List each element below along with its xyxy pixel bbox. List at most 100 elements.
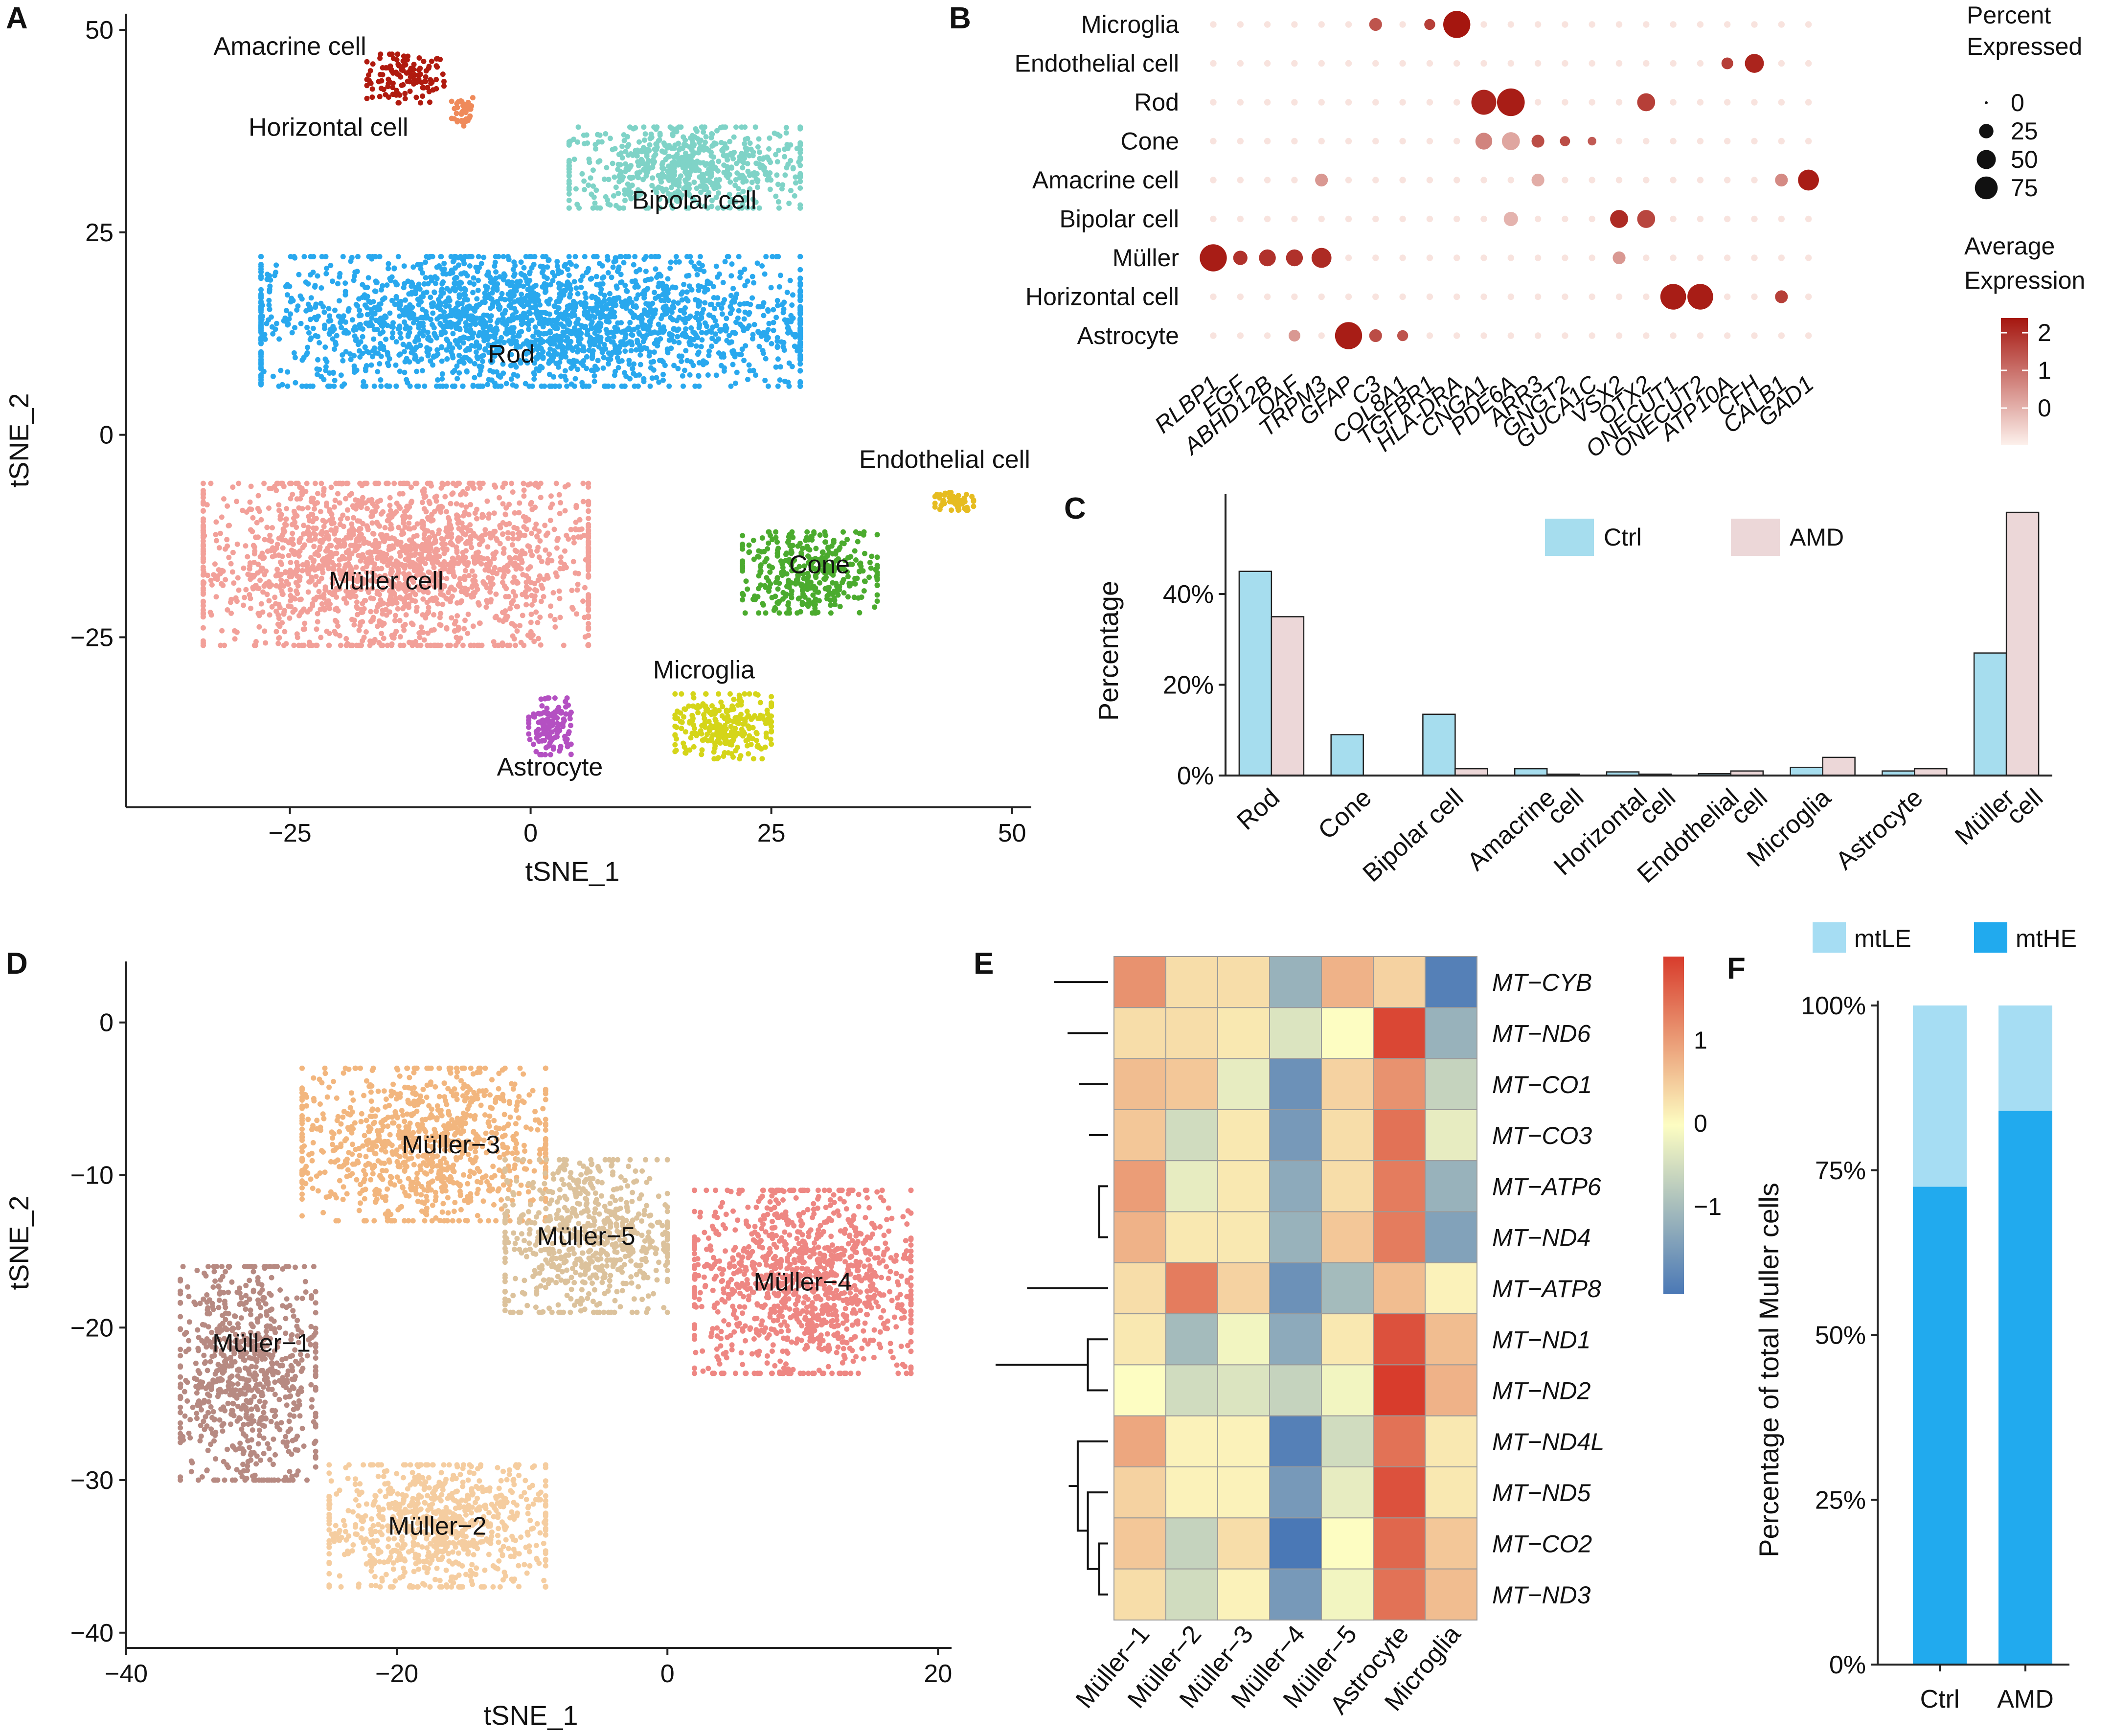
data-point: [289, 296, 295, 301]
data-point: [634, 347, 639, 353]
data-point: [276, 635, 282, 640]
data-point: [690, 329, 696, 335]
data-point: [662, 174, 668, 180]
data-point: [583, 304, 589, 310]
data-point: [797, 335, 803, 341]
data-point: [499, 291, 505, 297]
data-point: [613, 350, 619, 356]
data-point: [458, 589, 464, 594]
data-point: [562, 508, 568, 514]
data-point: [494, 299, 500, 305]
data-point: [644, 286, 650, 292]
data-point: [607, 313, 613, 319]
data-point: [586, 535, 591, 541]
data-point: [676, 340, 682, 345]
data-point: [397, 92, 403, 98]
data-point: [747, 186, 753, 192]
data-point: [267, 612, 273, 618]
data-point: [361, 555, 367, 560]
data-point: [431, 612, 437, 617]
data-point: [448, 560, 454, 566]
data-point: [696, 303, 702, 309]
data-point: [200, 638, 206, 644]
data-point: [724, 316, 729, 321]
data-point: [402, 319, 407, 325]
data-point: [797, 275, 803, 281]
data-point: [273, 601, 279, 607]
data-point: [533, 609, 539, 615]
data-point: [333, 342, 339, 347]
data-point: [797, 162, 803, 168]
data-point: [603, 327, 609, 333]
data-point: [385, 322, 390, 328]
data-point: [787, 329, 793, 335]
data-point: [365, 275, 371, 281]
data-point: [295, 549, 301, 555]
data-point: [443, 303, 449, 309]
data-point: [529, 265, 535, 271]
data-point: [745, 377, 750, 382]
data-point: [713, 263, 719, 269]
data-point: [566, 254, 572, 259]
data-point: [568, 359, 573, 365]
data-point: [524, 526, 529, 532]
data-point: [537, 310, 543, 316]
data-point: [628, 348, 634, 354]
data-point: [318, 509, 323, 515]
cluster-points-1: [449, 95, 476, 129]
data-point: [703, 183, 708, 189]
data-point: [568, 261, 574, 267]
data-point: [660, 371, 666, 377]
data-point: [676, 193, 681, 199]
data-point: [592, 142, 598, 147]
data-point: [647, 383, 653, 389]
data-point: [580, 273, 586, 279]
data-point: [497, 306, 502, 312]
data-point: [546, 551, 552, 557]
data-point: [531, 305, 537, 311]
data-point: [395, 62, 401, 67]
data-point: [440, 271, 446, 276]
data-point: [480, 325, 486, 331]
data-point: [715, 301, 721, 307]
data-point: [751, 322, 757, 327]
data-point: [377, 55, 383, 61]
data-point: [291, 508, 297, 514]
data-point: [270, 525, 275, 531]
data-point: [311, 525, 316, 531]
data-point: [405, 78, 410, 84]
data-point: [395, 606, 401, 612]
data-point: [460, 525, 466, 530]
data-point: [744, 325, 750, 331]
data-point: [503, 381, 509, 387]
data-point: [314, 642, 320, 648]
data-point: [501, 340, 507, 345]
data-point: [464, 592, 470, 597]
data-point: [647, 136, 653, 141]
data-point: [782, 378, 788, 384]
data-point: [410, 264, 416, 270]
data-point: [771, 327, 776, 333]
data-point: [511, 325, 517, 331]
data-point: [340, 254, 346, 259]
data-point: [527, 271, 532, 276]
data-point: [322, 587, 328, 593]
data-point: [258, 335, 264, 341]
data-point: [574, 349, 580, 355]
data-point: [317, 544, 323, 550]
data-point: [696, 202, 702, 207]
data-point: [368, 299, 374, 305]
data-point: [386, 51, 392, 57]
panel-letter-b: B: [949, 1, 971, 35]
data-point: [436, 530, 442, 536]
data-point: [316, 589, 322, 594]
data-point: [452, 276, 457, 282]
data-point: [681, 141, 687, 147]
data-point: [241, 565, 247, 571]
data-point: [346, 548, 352, 553]
data-point: [497, 344, 503, 350]
data-point: [775, 303, 781, 309]
data-point: [295, 583, 301, 589]
data-point: [522, 532, 528, 538]
data-point: [378, 86, 384, 91]
